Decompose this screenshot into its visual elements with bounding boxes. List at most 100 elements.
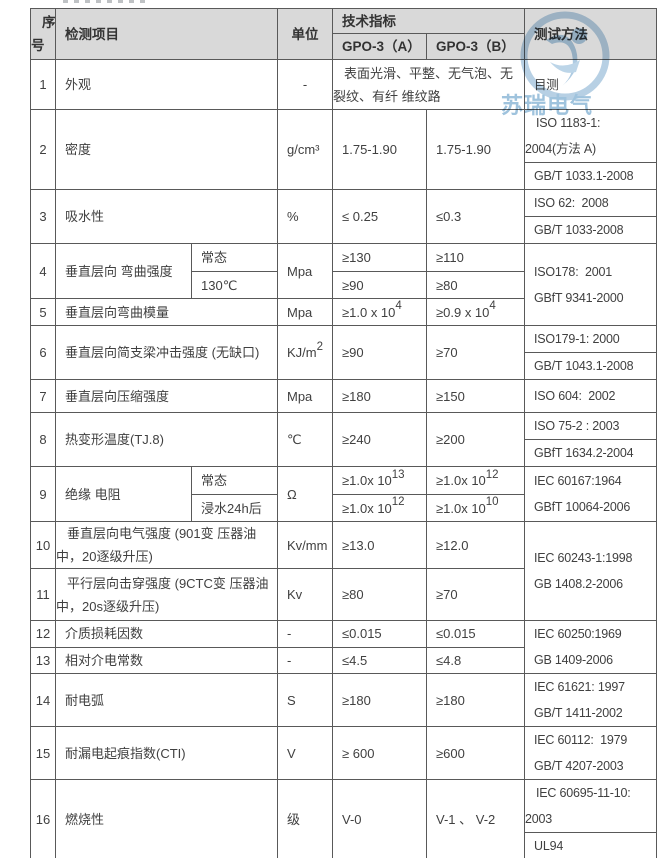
- table-cell: Kv/mm: [277, 521, 333, 569]
- table-cell: 热变形温度(TJ.8): [55, 412, 278, 467]
- table-row: 9 绝缘 电阻 常态 Ω ≥1.0x 1013 ≥1.0x 1012 IEC 60167:1…: [30, 466, 657, 522]
- table-cell: 外观: [55, 59, 278, 110]
- table-cell: 15: [30, 726, 56, 780]
- table-cell: 1.75-1.90: [332, 109, 427, 190]
- spec-table: 序号 检测项目 单位 技术指标 测试方法 GPO-3（A） GPO-3（B） 1 外观 - 表面光滑…: [30, 8, 657, 858]
- table-cell: 14: [30, 673, 56, 727]
- table-cell: ≥70: [426, 568, 525, 621]
- table-cell: ≥130: [332, 243, 427, 272]
- table-cell: ≤0.3: [426, 189, 525, 244]
- table-cell: 5: [30, 298, 56, 326]
- table-cell: ≥180: [426, 673, 525, 727]
- table-cell: %: [277, 189, 333, 244]
- table-cell: ≥200: [426, 412, 525, 467]
- table-row: 3 吸水性% ≤ 0.25 ≤0.3 ISO 62: 2008: [30, 189, 657, 244]
- table-cell: 浸水24h后: [191, 494, 278, 522]
- table-cell: 130℃: [191, 271, 278, 299]
- table-cell: GBfT 1634.2-2004: [524, 439, 657, 467]
- table-cell: 垂直层向 弯曲强度: [55, 243, 192, 299]
- table-row: 16 燃烧性级 V-0 V-1 、 V-2 IEC 60695-11-10: 2003: [30, 779, 657, 858]
- table-header-row: 序号 检测项目 单位 技术指标 测试方法: [30, 8, 657, 60]
- table-cell: IEC 60250:1969 GB 1409-2006: [524, 620, 657, 674]
- table-cell: 垂直层向简支梁冲击强度 (无缺口): [55, 325, 278, 380]
- table-cell: ≥ 600: [332, 726, 427, 780]
- table-cell: 密度: [55, 109, 278, 190]
- table-cell: V-0: [332, 779, 427, 858]
- table-row: GB/T 1033.1-2008: [31, 162, 657, 190]
- table-cell: ≤4.5: [332, 646, 427, 674]
- table-cell: Mpa: [277, 243, 333, 299]
- table-cell: ISO 604: 2002: [524, 379, 657, 413]
- table-cell: V: [277, 726, 333, 780]
- table-cell: -: [277, 646, 333, 674]
- table-cell: GB/T 1033-2008: [524, 216, 657, 244]
- table-cell: -: [277, 620, 333, 648]
- header-test-method: 测试方法: [524, 8, 657, 60]
- table-cell: ≥80: [426, 271, 525, 299]
- table-row: 6 垂直层向简支梁冲击强度 (无缺口) KJ/m2 ≥90 ≥70 ISO179-1: 2…: [30, 325, 657, 380]
- table-cell: ISO 1183-1: 2004(方法 A): [524, 109, 657, 163]
- table-cell: 常态: [191, 466, 278, 495]
- table-cell: ≥1.0x 1013: [332, 466, 427, 495]
- table-cell: ≥600: [426, 726, 525, 780]
- table-cell: 垂直层向电气强度 (901变 压器油中，20逐级升压): [55, 521, 278, 569]
- table-cell: 4: [30, 243, 56, 299]
- table-cell: Mpa: [277, 379, 333, 413]
- clipped-text-remnant: [63, 0, 148, 3]
- table-cell: ≥80: [332, 568, 427, 621]
- table-cell: 13: [30, 646, 56, 674]
- table-cell: IEC 60243-1:1998 GB 1408.2-2006: [524, 521, 657, 621]
- header-gpo3-b: GPO-3（B）: [426, 33, 525, 60]
- table-cell: Ω: [277, 466, 333, 522]
- table-row: 5 垂直层向弯曲模量 Mpa ≥1.0 x 104 ≥0.9 x 104: [30, 298, 657, 326]
- table-cell: ≥1.0x 1010: [426, 494, 525, 522]
- table-row: 4 垂直层向 弯曲强度 常态 Mpa ≥130 ≥110 ISO178: 2001 GBfT…: [30, 243, 657, 326]
- table-cell: GB/T 1043.1-2008: [524, 352, 657, 380]
- table-cell: 表面光滑、平整、无气泡、无裂纹、有纤 维纹路: [332, 59, 525, 110]
- table-row: 1 外观 - 表面光滑、平整、无气泡、无裂纹、有纤 维纹路 目测: [30, 59, 657, 110]
- table-cell: 1: [30, 59, 56, 110]
- table-cell: 2: [30, 109, 56, 190]
- table-row: 2 密度 g/cm³ 1.75-1.90 1.75-1.90 ISO 1183-1: 20…: [30, 109, 657, 190]
- table-cell: ≥70: [426, 325, 525, 380]
- table-cell: ISO178: 2001 GBfT 9341-2000: [524, 243, 657, 326]
- table-cell: ≥240: [332, 412, 427, 467]
- table-cell: 级: [277, 779, 333, 858]
- table-cell: -: [277, 59, 333, 110]
- table-cell: Mpa: [277, 298, 333, 326]
- table-cell: V-1 、 V-2: [426, 779, 525, 858]
- table-cell: 相对介电常数: [55, 646, 278, 674]
- table-cell: ≥13.0: [332, 521, 427, 569]
- table-cell: ≥1.0x 1012: [332, 494, 427, 522]
- table-cell: Kv: [277, 568, 333, 621]
- table-cell: 6: [30, 325, 56, 380]
- table-cell: 燃烧性: [55, 779, 278, 858]
- table-row: GB/T 1043.1-2008: [31, 352, 657, 380]
- table-cell: ≥1.0 x 104: [332, 298, 427, 326]
- table-cell: 垂直层向压缩强度: [55, 379, 278, 413]
- header-unit: 单位: [277, 8, 333, 60]
- table-row: 10 垂直层向电气强度 (901变 压器油中，20逐级升压) Kv/mm ≥13.0 ≥…: [30, 521, 657, 621]
- table-cell: ≥180: [332, 673, 427, 727]
- table-cell: 常态: [191, 243, 278, 272]
- table-cell: 1.75-1.90: [426, 109, 525, 190]
- table-cell: 9: [30, 466, 56, 522]
- table-row: 130℃ ≥90 ≥80: [31, 271, 657, 299]
- table-cell: GB/T 1033.1-2008: [524, 162, 657, 190]
- table-cell: 11: [30, 568, 56, 621]
- table-row: 8 热变形温度(TJ.8) ℃ ≥240 ≥200 ISO 75-2 : 2003: [30, 412, 657, 467]
- table-row: 12 介质损耗因数 - ≤0.015 ≤0.015 IEC 60250:1969 GB 1…: [30, 620, 657, 674]
- table-cell: ≤ 0.25: [332, 189, 427, 244]
- table-cell: 8: [30, 412, 56, 467]
- table-row: 11 平行层向击穿强度 (9CTC变 压器油中，20s逐级升压) Kv ≥80 ≥70: [30, 568, 657, 621]
- table-cell: ISO179-1: 2000: [524, 325, 657, 353]
- table-cell: g/cm³: [277, 109, 333, 190]
- table-cell: IEC 61621: 1997 GB/T 1411-2002: [524, 673, 657, 727]
- table-row: UL94: [31, 832, 657, 858]
- table-cell: KJ/m2: [277, 325, 333, 380]
- header-serial: 序号: [30, 8, 56, 60]
- table-cell: S: [277, 673, 333, 727]
- table-row: GB/T 1033-2008: [31, 216, 657, 244]
- table-cell: ≥180: [332, 379, 427, 413]
